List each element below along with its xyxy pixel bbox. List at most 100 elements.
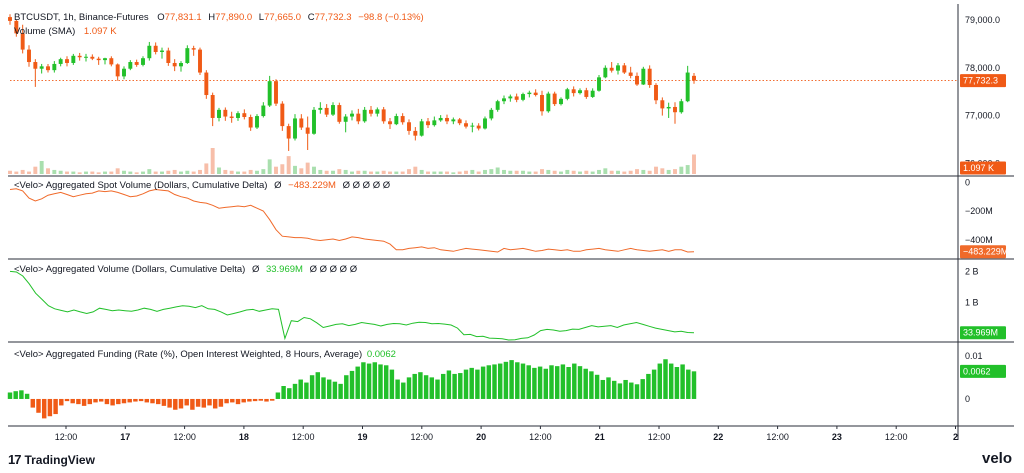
candle-body[interactable] bbox=[476, 125, 481, 129]
candle-body[interactable] bbox=[27, 49, 31, 63]
volume-sma-label[interactable]: Volume (SMA) bbox=[14, 26, 75, 37]
candle-body[interactable] bbox=[46, 66, 50, 71]
candle-body[interactable] bbox=[20, 33, 25, 50]
candle-body[interactable] bbox=[578, 90, 582, 94]
candle-body[interactable] bbox=[267, 81, 272, 106]
candle-body[interactable] bbox=[166, 50, 171, 63]
candle-body[interactable] bbox=[198, 49, 202, 73]
candle-body[interactable] bbox=[103, 58, 107, 61]
time-axis[interactable]: 12:00 17 12:00 18 12:00 19 12:00 20 12:00 21 12:00… bbox=[55, 426, 958, 442]
candle-body[interactable] bbox=[565, 89, 570, 99]
candle-body[interactable] bbox=[426, 121, 430, 126]
candle-body[interactable] bbox=[483, 118, 487, 129]
candle-body[interactable] bbox=[375, 109, 380, 114]
candle-body[interactable] bbox=[77, 55, 82, 58]
candle-body[interactable] bbox=[318, 107, 323, 110]
candle-body[interactable] bbox=[242, 113, 247, 118]
candle-body[interactable] bbox=[185, 48, 190, 63]
candle-body[interactable] bbox=[141, 58, 145, 65]
candle-body[interactable] bbox=[261, 105, 266, 117]
candle-body[interactable] bbox=[172, 62, 177, 67]
velo-brand[interactable]: velo bbox=[981, 450, 1012, 467]
candle-body[interactable] bbox=[217, 109, 221, 118]
candle-body[interactable] bbox=[546, 93, 551, 112]
series-line[interactable] bbox=[9, 270, 695, 341]
candle-body[interactable] bbox=[293, 118, 297, 139]
candle-body[interactable] bbox=[489, 109, 494, 119]
candle-body[interactable] bbox=[147, 45, 152, 59]
candle-body[interactable] bbox=[400, 116, 405, 123]
candle-body[interactable] bbox=[597, 77, 601, 91]
candle-body[interactable] bbox=[14, 20, 19, 34]
candle-body[interactable] bbox=[115, 64, 120, 77]
candle-body[interactable] bbox=[362, 109, 367, 122]
candle-body[interactable] bbox=[299, 118, 304, 128]
candle-body[interactable] bbox=[109, 58, 114, 65]
candle-body[interactable] bbox=[660, 100, 665, 109]
candle-body[interactable] bbox=[666, 106, 671, 109]
candle-body[interactable] bbox=[305, 127, 310, 134]
aggregated-volume-pane[interactable]: 2 B 1 B 33.969M bbox=[9, 266, 1006, 341]
candle-body[interactable] bbox=[58, 59, 63, 64]
candle-body[interactable] bbox=[451, 119, 456, 122]
candle-body[interactable] bbox=[274, 81, 278, 104]
candle-body[interactable] bbox=[33, 62, 38, 69]
candle-body[interactable] bbox=[628, 72, 633, 76]
candle-body[interactable] bbox=[647, 68, 652, 85]
candle-body[interactable] bbox=[533, 92, 538, 96]
candle-body[interactable] bbox=[464, 123, 468, 127]
candle-body[interactable] bbox=[673, 106, 677, 113]
candle-body[interactable] bbox=[603, 67, 608, 78]
candle-body[interactable] bbox=[419, 121, 424, 136]
candle-body[interactable] bbox=[654, 84, 658, 101]
candle-body[interactable] bbox=[432, 120, 437, 126]
candle-body[interactable] bbox=[609, 67, 614, 71]
spot-volume-pane[interactable]: 0 −200M −400M −483.229M bbox=[9, 177, 1008, 259]
candle-body[interactable] bbox=[407, 122, 411, 131]
candle-body[interactable] bbox=[527, 92, 532, 95]
spot-volume-legend[interactable]: <Velo> Aggregated Spot Volume (Dollars, … bbox=[14, 180, 391, 191]
candle-body[interactable] bbox=[692, 75, 696, 81]
candle-body[interactable] bbox=[584, 90, 589, 97]
agg-volume-legend[interactable]: <Velo> Aggregated Volume (Dollars, Cumul… bbox=[14, 264, 358, 275]
candle-body[interactable] bbox=[96, 58, 101, 61]
candle-body[interactable] bbox=[685, 72, 690, 102]
candle-body[interactable] bbox=[540, 95, 544, 112]
candle-body[interactable] bbox=[350, 113, 354, 117]
candle-body[interactable] bbox=[153, 45, 158, 52]
candle-body[interactable] bbox=[8, 17, 12, 21]
candle-body[interactable] bbox=[381, 109, 386, 122]
candle-body[interactable] bbox=[160, 50, 164, 52]
candle-body[interactable] bbox=[635, 75, 639, 85]
candle-body[interactable] bbox=[521, 94, 525, 100]
candle-body[interactable] bbox=[622, 65, 627, 73]
candle-body[interactable] bbox=[324, 107, 329, 115]
candle-body[interactable] bbox=[679, 101, 684, 113]
price-pane[interactable] bbox=[8, 14, 958, 151]
candle-body[interactable] bbox=[179, 62, 183, 67]
candle-body[interactable] bbox=[356, 113, 361, 122]
candle-body[interactable] bbox=[457, 119, 462, 124]
candle-body[interactable] bbox=[552, 93, 557, 105]
candle-body[interactable] bbox=[312, 109, 316, 134]
candle-body[interactable] bbox=[590, 90, 595, 97]
candle-body[interactable] bbox=[571, 89, 576, 94]
candle-body[interactable] bbox=[134, 62, 139, 65]
candle-body[interactable] bbox=[90, 56, 95, 59]
candle-body[interactable] bbox=[369, 109, 373, 114]
candle-body[interactable] bbox=[445, 117, 449, 122]
candle-body[interactable] bbox=[280, 103, 285, 127]
candle-body[interactable] bbox=[122, 68, 126, 77]
candle-body[interactable] bbox=[508, 96, 513, 99]
series-line[interactable] bbox=[9, 188, 695, 253]
candle-body[interactable] bbox=[616, 65, 620, 71]
candle-body[interactable] bbox=[394, 116, 399, 125]
candle-body[interactable] bbox=[413, 130, 418, 136]
candle-body[interactable] bbox=[337, 105, 342, 122]
candle-body[interactable] bbox=[236, 113, 240, 118]
candle-body[interactable] bbox=[559, 98, 563, 105]
candle-body[interactable] bbox=[65, 59, 69, 63]
candle-body[interactable] bbox=[255, 116, 259, 128]
symbol-label[interactable]: BTCUSDT, 1h, Binance-Futures bbox=[14, 12, 149, 23]
